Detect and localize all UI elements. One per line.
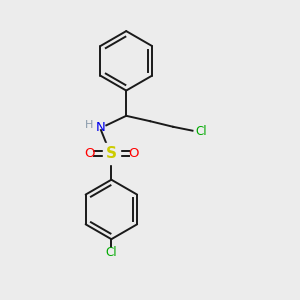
Text: S: S — [106, 146, 117, 161]
Text: N: N — [96, 121, 106, 134]
Bar — [106, 149, 117, 158]
Text: H: H — [85, 120, 93, 130]
Text: Cl: Cl — [106, 246, 117, 259]
Text: O: O — [84, 147, 94, 160]
Text: O: O — [128, 147, 139, 160]
Text: Cl: Cl — [196, 125, 207, 138]
